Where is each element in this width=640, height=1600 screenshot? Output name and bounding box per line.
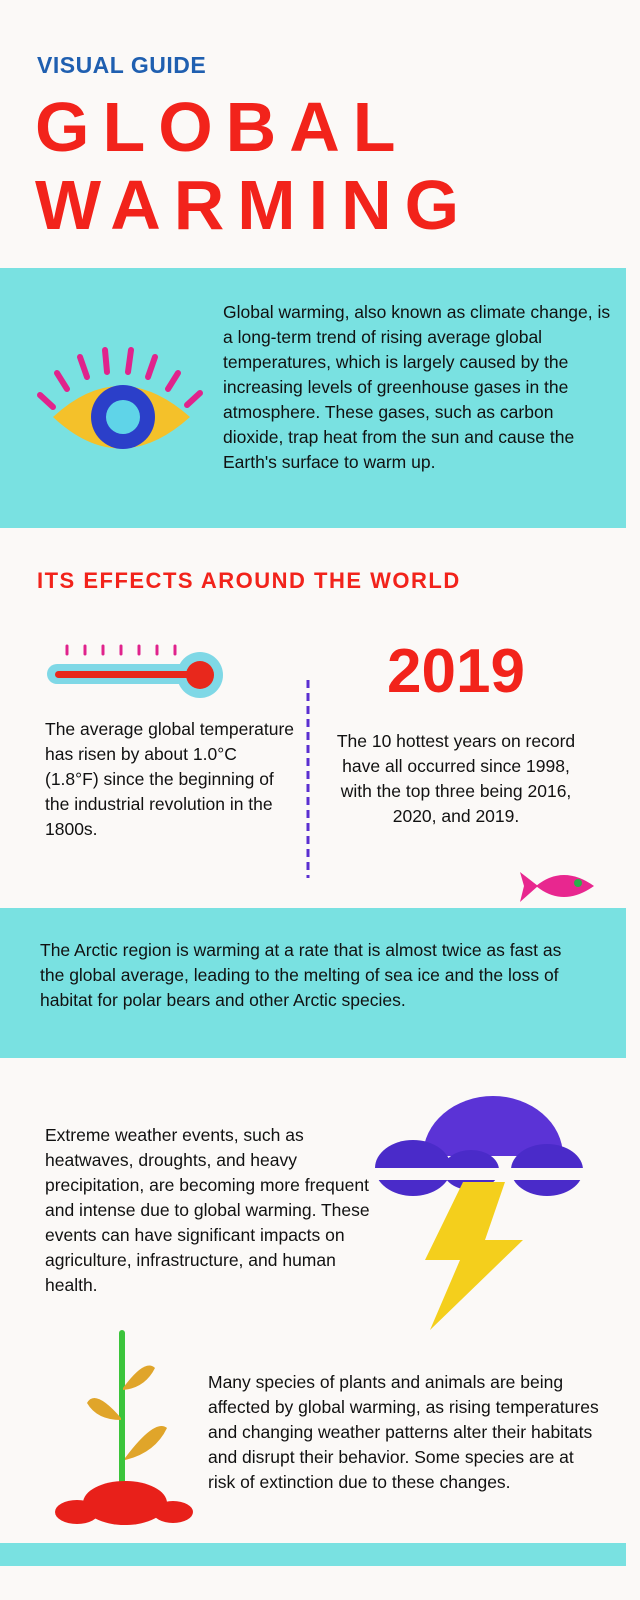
plant-icon [55, 1330, 193, 1525]
title: GLOBAL WARMING [35, 88, 472, 244]
title-line: WARMING [35, 166, 473, 244]
year-text: The 10 hottest years on record have all … [336, 731, 576, 826]
species-text: Many species of plants and animals are b… [208, 1372, 599, 1492]
weather-text: Extreme weather events, such as heatwave… [45, 1125, 370, 1295]
temperature-text: The average global temperature has risen… [45, 719, 295, 839]
kicker: VISUAL GUIDE [37, 52, 207, 78]
storm-icon [375, 1096, 587, 1330]
year-big: 2019 [387, 637, 525, 706]
title-line: GLOBAL [35, 88, 409, 166]
footer-band [0, 1543, 626, 1566]
arctic-band [0, 908, 626, 1058]
section-heading: ITS EFFECTS AROUND THE WORLD [37, 568, 461, 593]
intro-text: Global warming, also known as climate ch… [223, 302, 611, 472]
arctic-text: The Arctic region is warming at a rate t… [40, 940, 562, 1010]
thermometer-icon [47, 644, 223, 698]
divider [306, 680, 310, 878]
eye-icon [37, 347, 203, 449]
